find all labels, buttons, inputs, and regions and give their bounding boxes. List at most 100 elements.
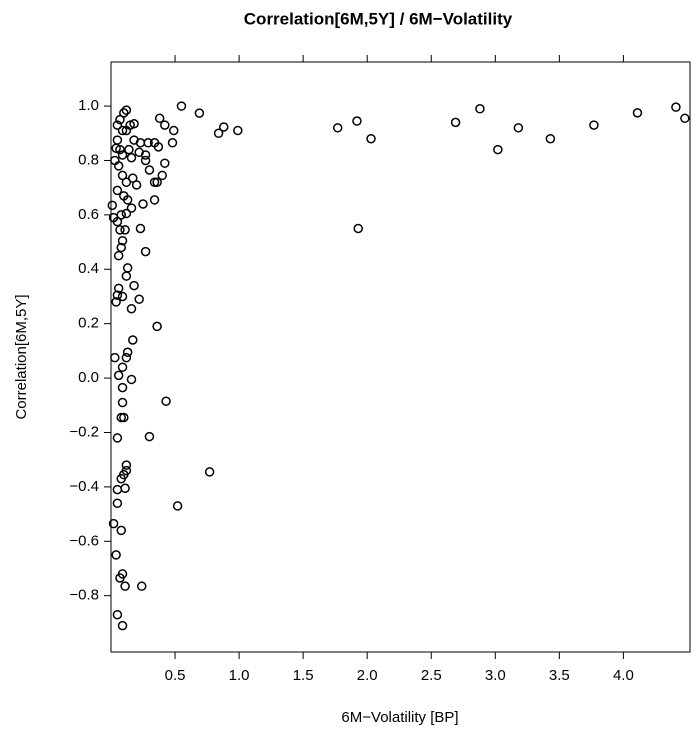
scatter-point — [126, 203, 137, 213]
scatter-point — [113, 370, 124, 381]
scatter-point — [129, 118, 139, 129]
scatter-point — [134, 147, 144, 158]
scatter-point — [233, 125, 243, 136]
scatter-point — [113, 161, 124, 171]
scatter-point — [128, 335, 138, 345]
scatter-point — [126, 374, 137, 385]
scatter-point — [116, 525, 126, 536]
scatter-point — [117, 362, 128, 372]
scatter-point — [135, 223, 146, 234]
scatter-point — [111, 550, 121, 560]
scatter-point — [154, 113, 165, 124]
scatter-point — [671, 102, 681, 112]
scatter-point — [213, 128, 224, 139]
scatter-point — [117, 397, 128, 408]
y-axis-label: Correlation[6M,5Y] — [13, 294, 30, 419]
scatter-point — [149, 177, 160, 187]
scatter-point — [116, 412, 126, 423]
x-tick-label: 3.0 — [485, 667, 506, 684]
scatter-point — [152, 321, 162, 332]
scatter-point — [140, 155, 151, 166]
scatter-point — [108, 518, 119, 529]
scatter-point — [153, 142, 164, 152]
scatter-point — [144, 431, 155, 442]
scatter-point — [117, 170, 128, 181]
scatter-point — [116, 473, 126, 484]
scatter-point — [115, 144, 125, 155]
chart-title: Correlation[6M,5Y] / 6M−Volatility — [244, 9, 513, 28]
scatter-point — [128, 173, 138, 183]
scatter-point — [138, 199, 148, 209]
scatter-point — [140, 246, 151, 257]
scatter-point — [115, 225, 125, 235]
scatter-point — [115, 114, 125, 125]
scatter-point — [332, 123, 343, 133]
scatter-point — [218, 122, 229, 132]
scatter-point — [111, 297, 121, 307]
scatter-point — [120, 581, 130, 591]
scatter-point — [134, 294, 144, 304]
plot-frame — [110, 61, 691, 653]
scatter-point — [161, 396, 171, 406]
scatter-point — [126, 303, 137, 314]
y-tick-label: −0.6 — [69, 532, 99, 549]
y-tick-label: 1.0 — [78, 97, 99, 114]
scatter-point — [152, 177, 162, 187]
scatter-point — [353, 223, 363, 234]
scatter-point — [493, 144, 503, 155]
scatter-point — [117, 291, 128, 302]
scatter-point — [167, 138, 178, 148]
scatter-point — [108, 212, 119, 223]
scatter-point — [172, 501, 183, 511]
scatter-point — [115, 573, 125, 583]
scatter-point — [352, 116, 362, 126]
scatter-point — [110, 352, 120, 363]
scatter-point — [113, 250, 124, 261]
scatter-point — [112, 484, 123, 495]
y-tick-label: −0.4 — [69, 478, 99, 495]
scatter-point — [149, 195, 160, 205]
x-tick-label: 0.5 — [165, 667, 186, 684]
scatter-point — [120, 225, 130, 235]
x-tick-label: 4.0 — [613, 667, 634, 684]
scatter-point — [112, 185, 123, 196]
scatter-point — [122, 263, 133, 273]
scatter-point — [157, 170, 167, 181]
scatter-point — [112, 120, 123, 130]
scatter-point — [131, 180, 142, 190]
scatter-point — [475, 104, 485, 114]
scatter-point — [121, 271, 132, 281]
scatter-point — [144, 165, 155, 175]
scatter-point — [680, 113, 690, 124]
scatter-point — [204, 467, 215, 477]
scatter-point — [366, 133, 376, 144]
y-tick-label: 0.0 — [78, 369, 99, 386]
y-tick-label: 0.6 — [78, 206, 99, 223]
scatter-point — [194, 108, 205, 118]
scatter-point — [112, 290, 123, 300]
scatter-point — [160, 158, 170, 168]
scatter-point — [112, 433, 123, 443]
scatter-point — [122, 347, 133, 357]
scatter-point — [136, 581, 147, 591]
x-tick-label: 1.0 — [229, 667, 250, 684]
y-tick-label: 0.8 — [78, 151, 99, 168]
scatter-point — [124, 144, 134, 155]
scatter-point — [117, 125, 128, 136]
scatter-point — [117, 235, 128, 246]
scatter-point — [513, 123, 524, 133]
scatter-point — [116, 242, 126, 253]
x-axis-label: 6M−Volatility [BP] — [341, 709, 458, 726]
y-tick-label: −0.2 — [69, 423, 99, 440]
scatter-point — [121, 105, 132, 115]
scatter-point — [117, 620, 128, 631]
scatter-point — [117, 150, 128, 160]
scatter-point — [121, 352, 132, 363]
scatter-point — [113, 283, 124, 294]
y-tick-label: 0.4 — [78, 260, 99, 277]
scatter-point — [121, 208, 132, 219]
scatter-point — [450, 117, 461, 128]
scatter-point — [112, 498, 123, 508]
x-tick-label: 3.5 — [549, 667, 570, 684]
